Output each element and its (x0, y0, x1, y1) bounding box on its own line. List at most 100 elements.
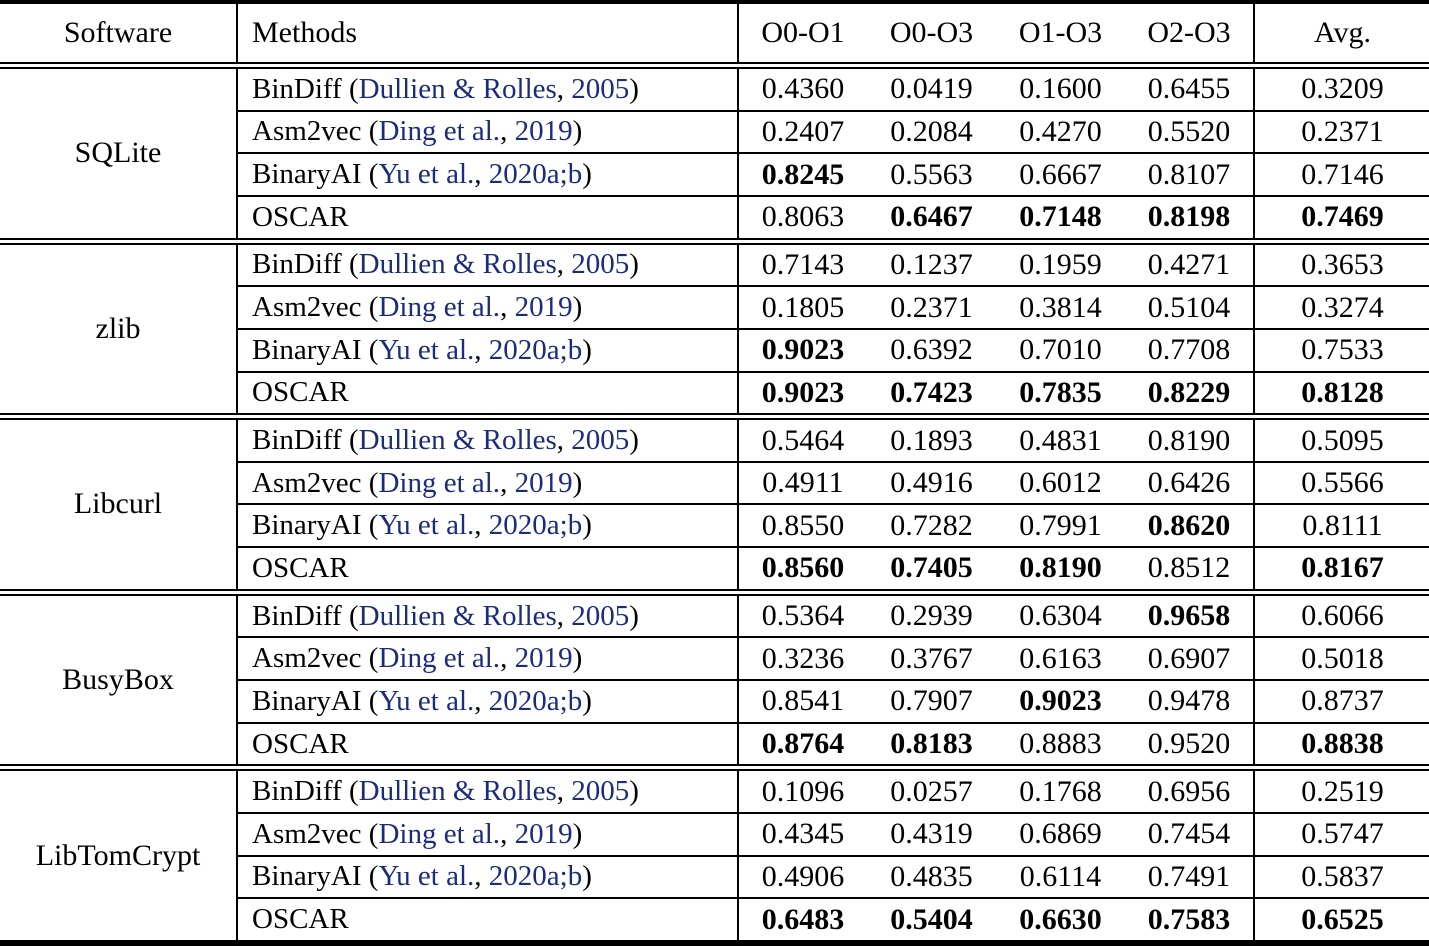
method-name: OSCAR (252, 200, 349, 233)
table-row: Asm2vec (Ding et al., 2019) 0.3236 0.376… (0, 636, 1429, 681)
value-cell: 0.9658 (1125, 592, 1255, 638)
method-name: Asm2vec (252, 817, 362, 850)
citation-author-link[interactable]: Dullien & Rolles (358, 775, 557, 808)
value-cell: 0.2407 (738, 109, 867, 154)
citation-author-link[interactable]: Ding et al. (378, 291, 501, 324)
software-name: LibTomCrypt (0, 767, 238, 943)
method-cell: OSCAR (237, 194, 739, 242)
method-name: Asm2vec (252, 291, 362, 324)
value-cell: 0.9520 (1125, 721, 1255, 768)
table-row: zlib BinDiff (Dullien & Rolles, 2005) 0.… (0, 241, 1429, 417)
avg-cell: 0.5566 (1254, 460, 1429, 505)
value-cell: 0.8883 (996, 721, 1125, 768)
method-cell: OSCAR (237, 370, 739, 417)
table-row: BinaryAI (Yu et al., 2020a;b) 0.8541 0.7… (0, 679, 1429, 723)
value-cell: 0.6630 (996, 897, 1125, 943)
avg-cell: 0.8838 (1254, 721, 1429, 768)
citation-author-link[interactable]: Ding et al. (378, 115, 501, 148)
avg-cell: 0.5747 (1254, 812, 1429, 856)
citation-author-link[interactable]: Ding et al. (378, 642, 501, 675)
citation-year-link[interactable]: 2019 (514, 642, 573, 675)
value-cell: 0.2939 (890, 599, 973, 633)
header-o2-o3: O2-O3 (1125, 2, 1255, 66)
citation-author-link[interactable]: Dullien & Rolles (358, 248, 557, 281)
value-cell: 0.0419 (890, 72, 973, 106)
value-cell: 0.7010 (996, 327, 1125, 372)
citation-author-link[interactable]: Yu et al. (378, 333, 475, 366)
citation-author-link[interactable]: Yu et al. (378, 158, 475, 191)
value-cell: 0.7583 (1125, 897, 1255, 943)
value-cell: 0.6667 (996, 152, 1125, 196)
citation-year-link[interactable]: 2005 (571, 248, 630, 281)
value-cell: 0.3236 (738, 636, 867, 681)
value-cell: 0.8229 (1125, 370, 1255, 417)
citation-year-link[interactable]: 2005 (571, 424, 630, 457)
value-cell: 0.6392 (867, 327, 996, 372)
value-cell: 0.5364 (761, 599, 845, 633)
value-cell: 0.1768 (1019, 774, 1102, 808)
method-name: BinDiff (252, 72, 342, 105)
avg-cell: 0.5095 (1301, 423, 1384, 457)
value-cell: 0.4270 (996, 109, 1125, 154)
method-name: Asm2vec (252, 642, 362, 675)
table-row: OSCAR 0.8764 0.8183 0.8883 0.9520 0.8838 (0, 721, 1429, 768)
citation-author-link[interactable]: Dullien & Rolles (358, 599, 557, 632)
citation-author-link[interactable]: Yu et al. (378, 684, 475, 717)
software-group: zlib BinDiff (Dullien & Rolles, 2005) 0.… (0, 241, 1429, 417)
avg-cell: 0.7146 (1254, 152, 1429, 196)
method-cell: BinDiff (Dullien & Rolles, 2005) (237, 241, 739, 287)
value-cell: 0.0257 (890, 774, 973, 808)
citation-year-link[interactable]: 2020a;b (488, 333, 583, 366)
avg-cell: 0.3653 (1301, 247, 1384, 281)
value-cell: 0.7148 (996, 194, 1125, 242)
value-cell: 0.2084 (867, 109, 996, 154)
citation-year-link[interactable]: 2019 (514, 291, 573, 324)
citation-author-link[interactable]: Yu et al. (378, 860, 475, 893)
citation-year-link[interactable]: 2019 (514, 817, 573, 850)
citation-year-link[interactable]: 2020a;b (488, 860, 583, 893)
header-software: Software (0, 2, 238, 66)
value-cell: 0.5520 (1125, 109, 1255, 154)
table-row: BusyBox BinDiff (Dullien & Rolles, 2005)… (0, 592, 1429, 768)
value-cell: 0.8512 (1125, 546, 1255, 593)
value-cell: 0.1893 (890, 423, 973, 457)
citation-year-link[interactable]: 2020a;b (488, 509, 583, 542)
value-cell: 0.6869 (996, 812, 1125, 856)
citation-author-link[interactable]: Ding et al. (378, 817, 501, 850)
value-cell: 0.2371 (867, 285, 996, 329)
avg-cell: 0.6525 (1254, 897, 1429, 943)
value-cell: 0.6012 (996, 460, 1125, 505)
table-row: Libcurl BinDiff (Dullien & Rolles, 2005)… (0, 416, 1429, 593)
citation-year-link[interactable]: 2019 (514, 115, 573, 148)
header-row: Software Methods O0-O1 O0-O3 O1-O3 O2-O3… (0, 2, 1429, 66)
citation-year-link[interactable]: 2019 (514, 466, 573, 499)
method-cell: BinaryAI (Yu et al., 2020a;b) (237, 503, 739, 548)
software-name: SQLite (0, 65, 238, 242)
value-cell: 0.9023 (738, 370, 867, 417)
citation-year-link[interactable]: 2005 (571, 599, 630, 632)
citation-year-link[interactable]: 2005 (571, 775, 630, 808)
value-cell: 0.5404 (867, 897, 996, 943)
citation-author-link[interactable]: Dullien & Rolles (358, 72, 557, 105)
citation-year-link[interactable]: 2020a;b (488, 158, 583, 191)
software-group: SQLite BinDiff (Dullien & Rolles, 2005) … (0, 65, 1429, 242)
header-o1-o3: O1-O3 (1018, 16, 1103, 49)
citation-year-link[interactable]: 2020a;b (488, 684, 583, 717)
citation-author-link[interactable]: Yu et al. (378, 509, 475, 542)
method-cell: Asm2vec (Ding et al., 2019) (237, 109, 739, 154)
method-cell: BinDiff (Dullien & Rolles, 2005) (237, 767, 739, 814)
value-cell: 0.4360 (761, 72, 845, 106)
citation-author-link[interactable]: Dullien & Rolles (358, 424, 557, 457)
value-cell: 0.7423 (867, 370, 996, 417)
method-name: BinaryAI (252, 860, 362, 893)
method-name: OSCAR (252, 727, 349, 760)
avg-cell: 0.2519 (1301, 774, 1384, 808)
value-cell: 0.4906 (738, 854, 867, 899)
avg-cell: 0.3274 (1254, 285, 1429, 329)
method-cell: BinaryAI (Yu et al., 2020a;b) (237, 327, 739, 372)
citation-year-link[interactable]: 2005 (571, 72, 630, 105)
citation-author-link[interactable]: Ding et al. (378, 466, 501, 499)
method-cell: Asm2vec (Ding et al., 2019) (237, 285, 739, 329)
value-cell: 0.7907 (867, 679, 996, 723)
